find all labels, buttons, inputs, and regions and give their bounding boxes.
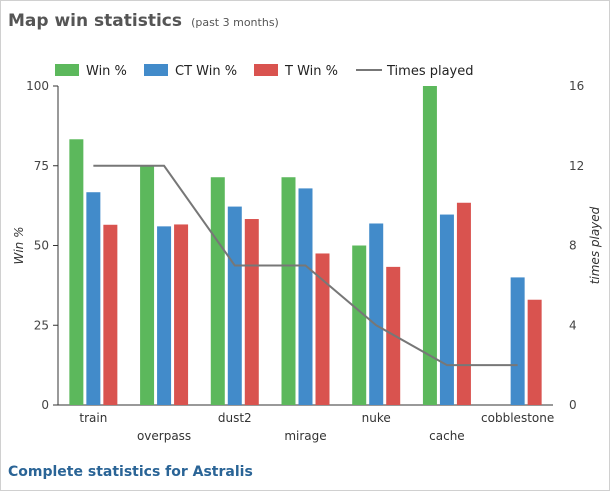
bar bbox=[352, 245, 367, 405]
bar bbox=[103, 224, 118, 405]
bar bbox=[369, 223, 384, 405]
bar bbox=[244, 219, 259, 405]
x-tick-label: cobblestone bbox=[481, 411, 554, 425]
bar bbox=[227, 206, 242, 405]
bar bbox=[527, 299, 542, 405]
complete-statistics-link[interactable]: Complete statistics for Astralis bbox=[8, 464, 253, 480]
bar bbox=[174, 224, 189, 405]
x-tick-label: mirage bbox=[284, 429, 326, 443]
right-tick-label: 4 bbox=[569, 318, 577, 332]
legend-label: Times played bbox=[386, 64, 474, 79]
right-tick-label: 16 bbox=[569, 79, 584, 93]
left-tick-label: 75 bbox=[34, 159, 49, 173]
right-tick-label: 0 bbox=[569, 398, 577, 412]
right-tick-label: 8 bbox=[569, 239, 577, 253]
bar bbox=[140, 165, 155, 405]
bar bbox=[210, 177, 225, 405]
page-subtitle: (past 3 months) bbox=[191, 16, 279, 29]
panel-header: Map win statistics (past 3 months) bbox=[8, 11, 279, 31]
right-tick-label: 12 bbox=[569, 159, 584, 173]
bar bbox=[315, 253, 330, 405]
bar bbox=[456, 202, 471, 405]
times-played-line bbox=[93, 164, 518, 367]
y-axis-title: Win % bbox=[12, 226, 26, 264]
bar bbox=[439, 214, 454, 405]
legend-label: Win % bbox=[86, 64, 127, 79]
bar bbox=[86, 192, 101, 405]
bar bbox=[157, 226, 172, 405]
left-tick-label: 0 bbox=[41, 398, 49, 412]
page-title: Map win statistics bbox=[8, 11, 182, 31]
bar bbox=[510, 277, 525, 405]
bar bbox=[281, 177, 296, 405]
y2-axis-title: times played bbox=[588, 206, 602, 284]
bar bbox=[69, 139, 84, 405]
legend-swatch bbox=[144, 64, 168, 76]
x-tick-label: train bbox=[79, 411, 107, 425]
legend-swatch bbox=[254, 64, 278, 76]
x-tick-label: overpass bbox=[137, 429, 191, 443]
x-tick-label: cache bbox=[429, 429, 465, 443]
map-win-chart: 0 25 50 75 100 0 4 8 12 16 Win % times played train o… bbox=[12, 64, 602, 443]
legend-label: CT Win % bbox=[175, 64, 237, 79]
left-tick-label: 100 bbox=[26, 79, 49, 93]
bar bbox=[422, 86, 437, 405]
legend-label: T Win % bbox=[284, 64, 338, 79]
x-tick-label: nuke bbox=[362, 411, 391, 425]
left-tick-label: 50 bbox=[34, 239, 49, 253]
bar bbox=[298, 188, 313, 405]
left-tick-label: 25 bbox=[34, 318, 49, 332]
x-tick-label: dust2 bbox=[218, 411, 252, 425]
legend-swatch bbox=[55, 64, 79, 76]
